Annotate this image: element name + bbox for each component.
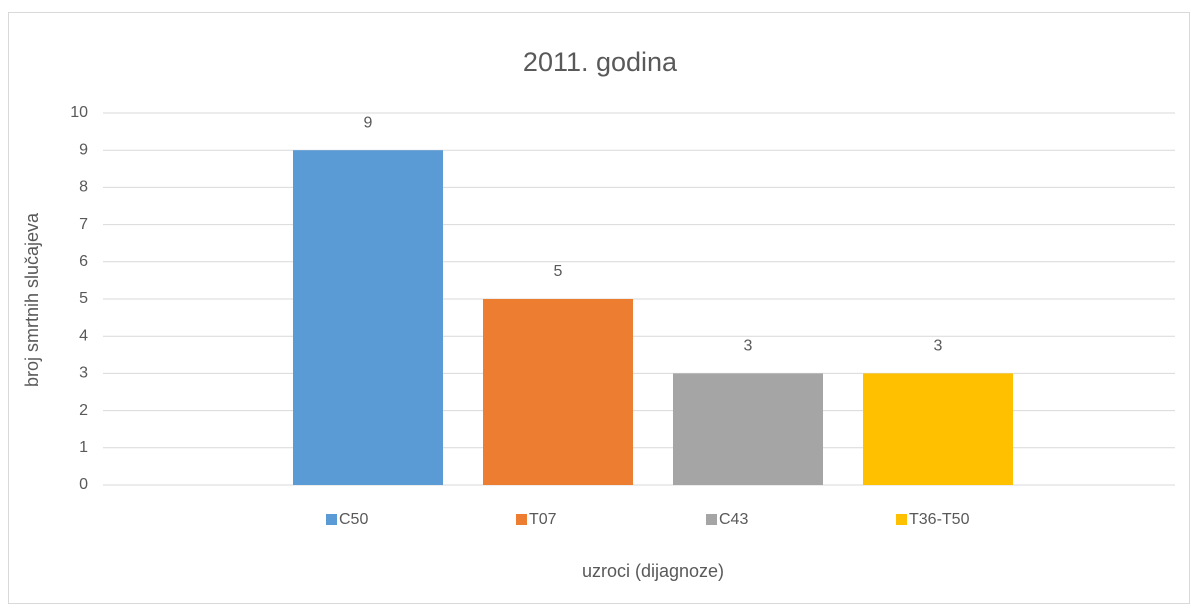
data-label: 3 xyxy=(744,338,753,355)
y-tick-label: 0 xyxy=(79,476,88,493)
y-tick-label: 8 xyxy=(79,179,88,196)
y-tick-label: 9 xyxy=(79,141,88,158)
data-label: 3 xyxy=(934,338,943,355)
y-tick-label: 2 xyxy=(79,402,88,419)
data-label: 9 xyxy=(364,114,373,131)
data-label: 5 xyxy=(554,263,563,280)
y-tick-label: 3 xyxy=(79,365,88,382)
y-tick-label: 7 xyxy=(79,216,88,233)
legend-label: C43 xyxy=(719,511,748,528)
legend-swatch xyxy=(706,514,717,525)
legend-label: T36-T50 xyxy=(909,511,970,528)
y-tick-label: 10 xyxy=(70,104,88,121)
legend-swatch xyxy=(516,514,527,525)
chart-title: 2011. godina xyxy=(523,47,678,77)
legend-label: T07 xyxy=(529,511,557,528)
bar xyxy=(863,373,1013,485)
bar xyxy=(483,299,633,485)
x-axis-title: uzroci (dijagnoze) xyxy=(582,561,724,581)
bar xyxy=(293,150,443,485)
y-tick-label: 1 xyxy=(79,439,88,456)
legend-label: C50 xyxy=(339,511,368,528)
y-tick-label: 4 xyxy=(79,327,88,344)
y-tick-label: 5 xyxy=(79,290,88,307)
bar xyxy=(673,373,823,485)
legend-swatch xyxy=(896,514,907,525)
y-axis-title: broj smrtnih slučajeva xyxy=(22,212,42,387)
y-tick-label: 6 xyxy=(79,253,88,270)
legend-swatch xyxy=(326,514,337,525)
